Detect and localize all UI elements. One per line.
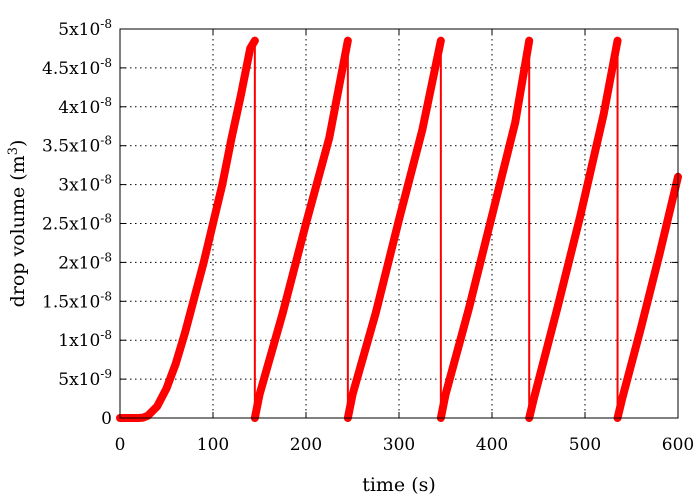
- y-tick-label: 3x10-8: [58, 173, 112, 196]
- tick-marks: [119, 28, 679, 419]
- y-axis-label-main: drop volume (m: [7, 155, 29, 307]
- y-tick-label: 3.5x10-8: [42, 134, 112, 157]
- x-tick-label: 400: [476, 435, 508, 455]
- y-tick-label: 1x10-8: [58, 328, 112, 351]
- y-tick-label: 5x10-8: [58, 17, 112, 40]
- series-markers: [116, 36, 682, 422]
- x-tick-label: 100: [197, 435, 229, 455]
- x-tick-label: 200: [290, 435, 322, 455]
- x-tick-label: 300: [383, 435, 415, 455]
- x-tick-labels: 0 100 200 300 400 500 600: [115, 435, 695, 455]
- x-tick-label: 500: [569, 435, 601, 455]
- y-tick-label: 2.5x10-8: [42, 212, 112, 235]
- y-tick-label: 2x10-8: [58, 250, 112, 273]
- y-axis-label-sup: 3: [6, 147, 21, 155]
- x-tick-label: 0: [115, 435, 126, 455]
- y-tick-label: 1.5x10-8: [42, 289, 112, 312]
- y-tick-label: 0: [101, 409, 112, 429]
- series-layer: [116, 36, 682, 422]
- y-tick-label: 5x10-9: [58, 367, 112, 390]
- y-axis-label: drop volume (m3): [6, 140, 30, 308]
- x-axis-label: time (s): [362, 474, 436, 496]
- y-tick-label: 4x10-8: [58, 95, 112, 118]
- x-tick-label: 600: [662, 435, 694, 455]
- y-axis-label-close: ): [7, 140, 29, 147]
- y-tick-labels: 0 5x10-9 1x10-8 1.5x10-8 2x10-8 2.5x10-8 3x10-…: [42, 17, 112, 429]
- y-tick-label: 4.5x10-8: [42, 56, 112, 79]
